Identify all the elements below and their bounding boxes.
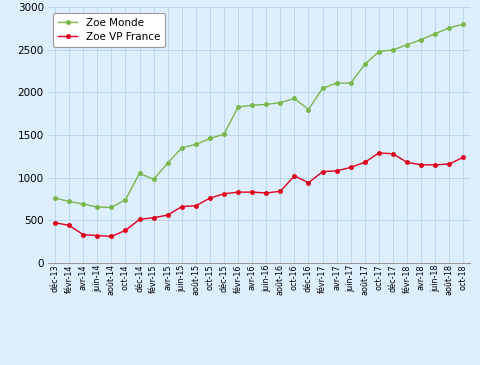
Zoe Monde xyxy=(207,136,213,141)
Zoe Monde xyxy=(122,197,128,202)
Zoe VP France xyxy=(432,163,438,167)
Zoe VP France xyxy=(334,169,339,173)
Zoe VP France xyxy=(376,151,382,155)
Zoe Monde xyxy=(165,161,170,165)
Legend: Zoe Monde, Zoe VP France: Zoe Monde, Zoe VP France xyxy=(53,12,165,47)
Zoe Monde xyxy=(221,132,227,137)
Zoe VP France xyxy=(122,228,128,233)
Zoe Monde xyxy=(376,49,382,54)
Zoe Monde xyxy=(179,146,185,150)
Zoe Monde xyxy=(52,196,58,200)
Zoe VP France xyxy=(277,189,283,193)
Zoe Monde xyxy=(193,142,199,147)
Zoe Monde xyxy=(277,100,283,105)
Zoe Monde xyxy=(432,31,438,36)
Zoe Monde xyxy=(95,205,100,209)
Line: Zoe VP France: Zoe VP France xyxy=(53,151,466,238)
Zoe VP France xyxy=(264,191,269,195)
Line: Zoe Monde: Zoe Monde xyxy=(53,22,466,210)
Zoe VP France xyxy=(137,217,143,222)
Zoe VP France xyxy=(108,234,114,239)
Zoe Monde xyxy=(320,86,325,91)
Zoe VP France xyxy=(306,181,312,185)
Zoe Monde xyxy=(291,96,297,101)
Zoe VP France xyxy=(193,204,199,208)
Zoe Monde xyxy=(390,48,396,52)
Zoe Monde xyxy=(66,199,72,204)
Zoe Monde xyxy=(460,22,466,27)
Zoe Monde xyxy=(348,81,354,85)
Zoe Monde xyxy=(446,26,452,30)
Zoe VP France xyxy=(291,174,297,178)
Zoe Monde xyxy=(404,43,410,47)
Zoe Monde xyxy=(80,202,86,206)
Zoe Monde xyxy=(108,205,114,210)
Zoe Monde xyxy=(249,103,255,107)
Zoe Monde xyxy=(137,171,143,176)
Zoe VP France xyxy=(165,213,170,217)
Zoe Monde xyxy=(418,38,424,42)
Zoe Monde xyxy=(151,177,156,181)
Zoe VP France xyxy=(221,192,227,196)
Zoe VP France xyxy=(446,162,452,166)
Zoe VP France xyxy=(80,233,86,237)
Zoe VP France xyxy=(66,223,72,227)
Zoe VP France xyxy=(418,163,424,167)
Zoe VP France xyxy=(320,169,325,174)
Zoe VP France xyxy=(95,233,100,238)
Zoe VP France xyxy=(179,204,185,209)
Zoe VP France xyxy=(362,160,368,165)
Zoe VP France xyxy=(249,190,255,194)
Zoe VP France xyxy=(390,151,396,156)
Zoe VP France xyxy=(151,215,156,220)
Zoe VP France xyxy=(404,160,410,165)
Zoe VP France xyxy=(348,165,354,170)
Zoe VP France xyxy=(207,196,213,200)
Zoe Monde xyxy=(235,105,241,109)
Zoe Monde xyxy=(264,102,269,107)
Zoe Monde xyxy=(362,62,368,66)
Zoe VP France xyxy=(460,155,466,160)
Zoe VP France xyxy=(235,190,241,194)
Zoe Monde xyxy=(306,107,312,112)
Zoe VP France xyxy=(52,220,58,225)
Zoe Monde xyxy=(334,81,339,85)
